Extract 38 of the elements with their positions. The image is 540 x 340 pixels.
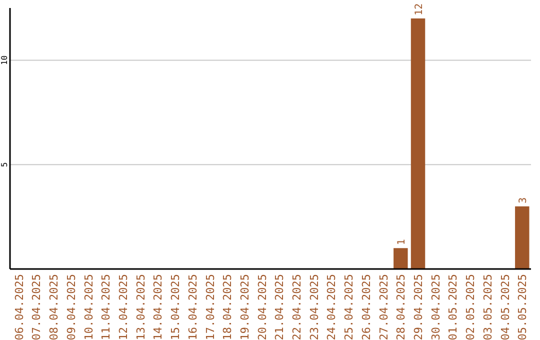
x-tick-label: 23.04.2025 (308, 274, 321, 340)
x-tick-label: 15.04.2025 (169, 274, 182, 340)
x-tick-label: 11.04.2025 (100, 274, 113, 340)
x-tick-label: 04.05.2025 (498, 274, 512, 340)
data-label: 3 (518, 197, 530, 204)
x-tick-label: 17.04.2025 (204, 274, 217, 340)
x-tick-label: 27.04.2025 (377, 274, 390, 340)
x-tick-label: 20.04.2025 (256, 274, 269, 340)
x-tick-label: 12.04.2025 (116, 274, 130, 340)
y-tick-label: 10 (0, 55, 9, 66)
x-tick-label: 07.04.2025 (30, 274, 44, 340)
x-tick-label: 21.04.2025 (273, 274, 286, 340)
data-label: 12 (414, 3, 426, 16)
bar (515, 206, 530, 269)
x-tick-label: 09.04.2025 (64, 274, 78, 340)
x-tick-label: 18.04.2025 (221, 274, 234, 340)
x-tick-label: 13.04.2025 (134, 274, 148, 340)
y-tick-label: 5 (0, 162, 9, 168)
x-tick-label: 06.04.2025 (12, 274, 26, 340)
x-tick-label: 29.04.2025 (412, 274, 426, 340)
x-tick-label: 22.04.2025 (290, 274, 304, 340)
x-tick-label: 14.04.2025 (152, 274, 165, 340)
x-tick-label: 16.04.2025 (186, 274, 200, 340)
x-tick-label: 02.05.2025 (464, 274, 478, 340)
bar (410, 18, 426, 269)
data-label: 1 (396, 239, 408, 246)
x-tick-label: 10.04.2025 (82, 274, 96, 340)
x-tick-label: 01.05.2025 (446, 274, 460, 340)
bar (394, 248, 408, 269)
x-tick-label: 03.05.2025 (481, 274, 494, 340)
x-tick-label: 28.04.2025 (394, 274, 408, 340)
x-tick-label: 30.04.2025 (429, 274, 442, 340)
x-tick-label: 26.04.2025 (360, 274, 373, 340)
x-tick-label: 05.05.2025 (516, 274, 530, 340)
x-tick-label: 19.04.2025 (238, 274, 252, 340)
x-tick-label: 08.04.2025 (48, 274, 61, 340)
x-tick-label: 25.04.2025 (342, 274, 356, 340)
x-tick-label: 24.04.2025 (325, 274, 338, 340)
